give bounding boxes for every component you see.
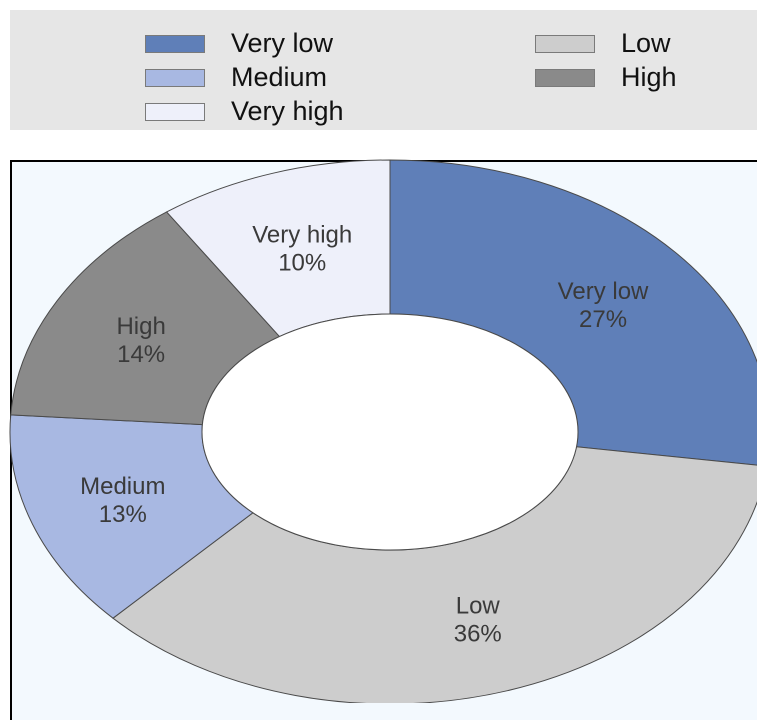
slice-value-very-high: 10% xyxy=(278,250,326,277)
slice-label-very-low: Very low xyxy=(558,278,649,305)
chart-legend: Very low Low Medium High Very high xyxy=(10,10,757,130)
legend-label-very-high: Very high xyxy=(231,96,344,126)
donut-hole xyxy=(201,313,579,551)
slice-label-low: Low xyxy=(456,592,501,619)
legend-item-medium: Medium xyxy=(145,64,327,91)
slice-value-very-low: 27% xyxy=(579,306,627,333)
legend-swatch-low xyxy=(535,34,595,53)
legend-swatch-high xyxy=(535,68,595,87)
legend-swatch-medium xyxy=(145,68,205,87)
slice-value-medium: 13% xyxy=(99,501,147,528)
legend-label-low: Low xyxy=(621,28,671,58)
slice-label-medium: Medium xyxy=(80,473,165,500)
legend-label-medium: Medium xyxy=(231,62,328,92)
legend-swatch-very-high xyxy=(145,102,205,121)
legend-swatch-very-low xyxy=(145,34,205,53)
slice-value-high: 14% xyxy=(117,341,165,368)
legend-item-low: Low xyxy=(535,30,671,57)
legend-label-high: High xyxy=(621,62,677,92)
legend-label-very-low: Very low xyxy=(231,28,334,58)
legend-item-very-low: Very low xyxy=(145,30,333,57)
slice-label-very-high: Very high xyxy=(252,222,352,249)
slice-value-low: 36% xyxy=(454,620,502,647)
slice-label-high: High xyxy=(116,313,165,340)
legend-item-high: High xyxy=(535,64,677,91)
legend-item-very-high: Very high xyxy=(145,98,344,125)
